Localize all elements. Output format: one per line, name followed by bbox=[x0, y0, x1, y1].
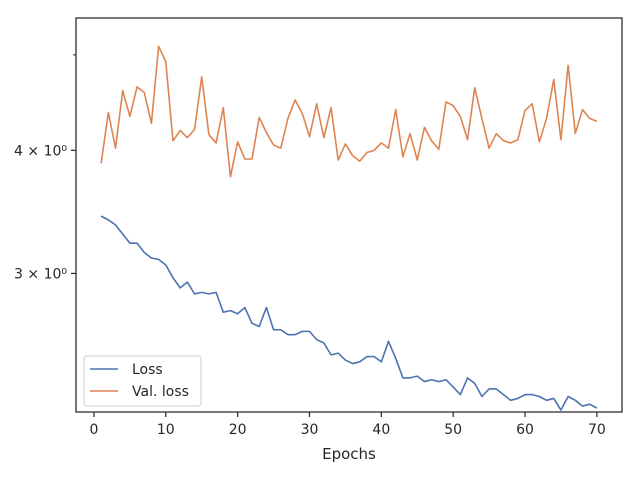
plot-area bbox=[100, 45, 598, 411]
legend-label: Loss bbox=[132, 362, 163, 378]
axes-frame bbox=[75, 17, 623, 413]
x-tick-label: 0 bbox=[89, 422, 98, 438]
y-tick-label: 3 × 10⁰ bbox=[14, 266, 67, 282]
x-tick-label: 70 bbox=[588, 422, 606, 438]
x-tick-label: 40 bbox=[372, 422, 390, 438]
y-axis: 3 × 10⁰ 4 × 10⁰ bbox=[14, 54, 76, 282]
y-tick-label: 4 × 10⁰ bbox=[14, 143, 67, 159]
x-tick-label: 50 bbox=[444, 422, 462, 438]
series-line-val-loss bbox=[100, 45, 598, 178]
x-axis: 0 10 20 30 40 50 60 70 bbox=[89, 412, 606, 438]
x-tick-label: 60 bbox=[516, 422, 534, 438]
legend-label: Val. loss bbox=[132, 384, 189, 400]
series-line-loss bbox=[100, 215, 598, 411]
x-tick-label: 30 bbox=[301, 422, 319, 438]
x-tick-label: 20 bbox=[229, 422, 247, 438]
x-tick-label: 10 bbox=[157, 422, 175, 438]
legend: Loss Val. loss bbox=[83, 355, 202, 407]
x-axis-label: Epochs bbox=[322, 445, 376, 463]
